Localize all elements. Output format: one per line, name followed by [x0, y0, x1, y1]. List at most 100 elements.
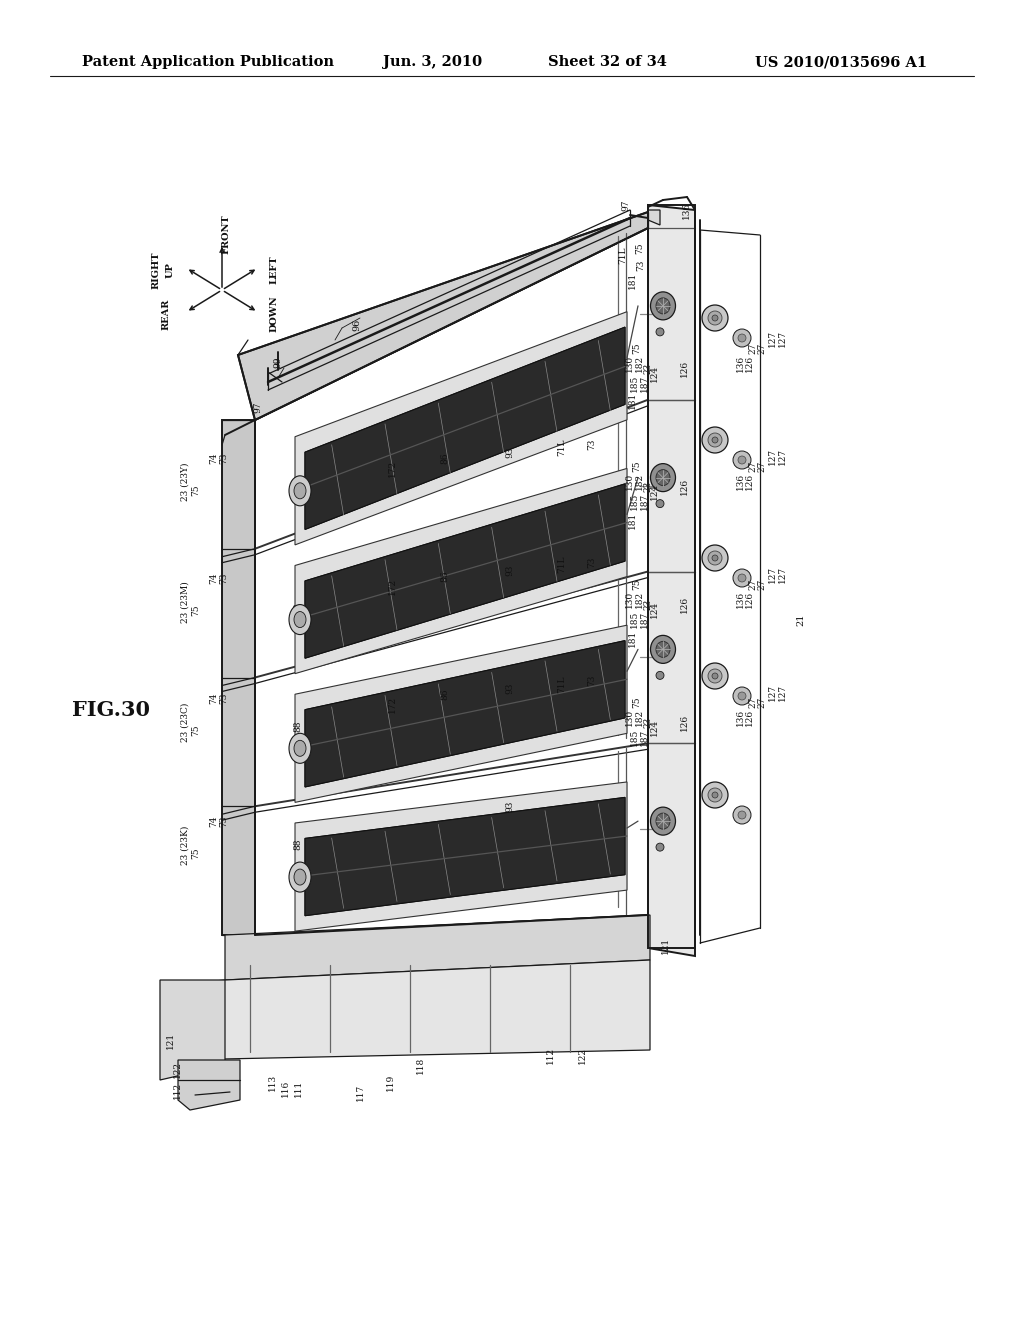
Polygon shape: [305, 327, 625, 529]
Ellipse shape: [702, 426, 728, 453]
Text: 126: 126: [745, 473, 754, 490]
Text: Patent Application Publication: Patent Application Publication: [82, 55, 334, 69]
Ellipse shape: [702, 305, 728, 331]
Text: 75: 75: [635, 242, 644, 253]
Text: 75: 75: [191, 605, 200, 616]
Text: 181: 181: [628, 272, 637, 289]
Text: 181: 181: [628, 630, 637, 647]
Ellipse shape: [294, 741, 306, 756]
Ellipse shape: [656, 843, 664, 851]
Text: 74: 74: [209, 453, 218, 463]
Ellipse shape: [289, 605, 311, 635]
Text: 75: 75: [632, 342, 641, 354]
Ellipse shape: [656, 672, 664, 680]
Text: 136: 136: [736, 590, 745, 607]
Text: 27: 27: [757, 461, 766, 471]
Ellipse shape: [712, 792, 718, 799]
Text: 113: 113: [267, 1073, 276, 1090]
Text: REAR: REAR: [162, 298, 171, 330]
Ellipse shape: [656, 298, 670, 314]
Text: 97: 97: [622, 199, 631, 211]
Ellipse shape: [289, 475, 311, 506]
Ellipse shape: [656, 813, 670, 829]
Text: 124: 124: [650, 482, 659, 499]
Text: 74: 74: [209, 573, 218, 583]
Text: 74: 74: [209, 692, 218, 704]
Ellipse shape: [650, 292, 676, 319]
Text: 75: 75: [632, 696, 641, 708]
Text: 88: 88: [294, 721, 302, 731]
Text: 121: 121: [660, 936, 670, 953]
Text: 126: 126: [680, 713, 689, 730]
Ellipse shape: [650, 635, 676, 664]
Text: 93: 93: [506, 565, 514, 576]
Ellipse shape: [708, 669, 722, 682]
Text: 112: 112: [546, 1047, 555, 1064]
Ellipse shape: [738, 334, 746, 342]
Text: 172: 172: [387, 696, 396, 713]
Text: 127: 127: [778, 330, 787, 347]
Text: 71L: 71L: [618, 247, 627, 264]
Text: 136: 136: [736, 355, 745, 371]
Ellipse shape: [702, 663, 728, 689]
Text: 127: 127: [778, 447, 787, 465]
Text: 182: 182: [635, 355, 644, 371]
Text: 122: 122: [173, 1061, 182, 1078]
Text: 75: 75: [191, 725, 200, 735]
Polygon shape: [295, 469, 627, 673]
Text: 86: 86: [440, 453, 450, 463]
Text: US 2010/0135696 A1: US 2010/0135696 A1: [755, 55, 927, 69]
Text: FRONT: FRONT: [221, 214, 230, 253]
Text: Jun. 3, 2010: Jun. 3, 2010: [383, 55, 482, 69]
Polygon shape: [222, 420, 255, 935]
Text: 187: 187: [640, 492, 649, 510]
Text: 124: 124: [650, 364, 659, 381]
Ellipse shape: [733, 686, 751, 705]
Text: 71L: 71L: [557, 438, 566, 455]
Ellipse shape: [712, 673, 718, 678]
Ellipse shape: [650, 463, 676, 491]
Text: 172: 172: [387, 459, 396, 477]
Ellipse shape: [656, 470, 670, 486]
Text: 185: 185: [630, 492, 639, 510]
Text: 75: 75: [632, 578, 641, 590]
Text: 122: 122: [578, 1047, 587, 1064]
Polygon shape: [648, 205, 695, 956]
Text: 86: 86: [440, 570, 450, 582]
Text: 86: 86: [440, 688, 450, 700]
Text: 126: 126: [745, 590, 754, 607]
Ellipse shape: [733, 329, 751, 347]
Text: 136: 136: [736, 709, 745, 726]
Text: 187: 187: [640, 610, 649, 627]
Ellipse shape: [708, 433, 722, 447]
Text: 23 (23Y): 23 (23Y): [181, 463, 190, 502]
Text: 73: 73: [588, 556, 597, 568]
Text: 111: 111: [294, 1080, 302, 1097]
Text: 136: 136: [736, 473, 745, 490]
Text: 73: 73: [219, 692, 228, 704]
Text: 130: 130: [625, 473, 634, 490]
Text: 73: 73: [219, 573, 228, 583]
Text: 124: 124: [650, 601, 659, 618]
Polygon shape: [175, 960, 650, 1060]
Text: 71L: 71L: [557, 556, 566, 573]
Polygon shape: [225, 915, 650, 979]
Ellipse shape: [733, 451, 751, 469]
Ellipse shape: [294, 869, 306, 886]
Text: FIG.30: FIG.30: [72, 700, 150, 719]
Text: 93: 93: [506, 682, 514, 694]
Text: 27: 27: [757, 697, 766, 708]
Polygon shape: [305, 484, 625, 659]
Ellipse shape: [708, 788, 722, 803]
Text: 187: 187: [640, 375, 649, 392]
Ellipse shape: [738, 574, 746, 582]
Ellipse shape: [656, 327, 664, 335]
Polygon shape: [305, 797, 625, 916]
Polygon shape: [648, 210, 660, 224]
Ellipse shape: [738, 810, 746, 818]
Text: 181: 181: [628, 391, 637, 409]
Text: 117: 117: [355, 1084, 365, 1101]
Text: 27: 27: [748, 461, 757, 471]
Ellipse shape: [294, 483, 306, 499]
Ellipse shape: [712, 554, 718, 561]
